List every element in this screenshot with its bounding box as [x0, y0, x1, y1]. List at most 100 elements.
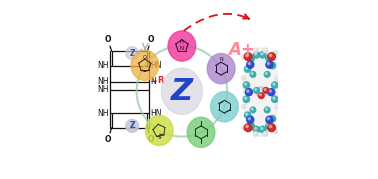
Circle shape [266, 123, 272, 129]
Circle shape [253, 126, 260, 133]
Circle shape [244, 53, 252, 61]
Circle shape [273, 97, 275, 99]
Circle shape [254, 132, 256, 134]
Circle shape [267, 56, 269, 58]
Circle shape [245, 66, 251, 72]
Circle shape [264, 89, 266, 90]
Circle shape [251, 108, 253, 110]
Text: HN: HN [150, 109, 161, 118]
Circle shape [248, 62, 250, 65]
Text: O: O [105, 35, 111, 44]
Circle shape [264, 107, 270, 113]
Circle shape [242, 104, 246, 108]
Circle shape [269, 62, 276, 69]
Circle shape [266, 61, 273, 68]
Text: O: O [148, 35, 155, 44]
Circle shape [242, 77, 243, 78]
Text: S: S [158, 136, 161, 141]
Circle shape [126, 120, 139, 132]
Circle shape [249, 124, 251, 126]
Circle shape [126, 47, 139, 59]
Circle shape [251, 72, 253, 74]
Circle shape [263, 48, 268, 53]
Circle shape [245, 89, 253, 96]
Circle shape [243, 96, 249, 102]
Circle shape [268, 89, 275, 96]
Circle shape [126, 120, 139, 132]
Circle shape [258, 89, 262, 92]
Text: O: O [143, 55, 147, 60]
Circle shape [247, 61, 254, 68]
Text: Z: Z [129, 121, 135, 130]
Circle shape [269, 90, 271, 92]
Circle shape [246, 113, 248, 115]
Circle shape [268, 53, 276, 61]
Circle shape [243, 126, 244, 128]
Circle shape [265, 108, 267, 110]
Circle shape [249, 56, 251, 58]
Circle shape [245, 112, 251, 118]
Ellipse shape [131, 50, 159, 80]
Circle shape [274, 52, 275, 53]
Circle shape [245, 97, 246, 99]
Circle shape [268, 124, 276, 132]
Ellipse shape [243, 48, 279, 137]
Text: H: H [180, 40, 184, 45]
Circle shape [261, 53, 263, 55]
Circle shape [242, 54, 246, 59]
Circle shape [243, 82, 249, 88]
Text: Z: Z [129, 121, 135, 130]
Circle shape [260, 94, 262, 96]
Text: Z: Z [129, 49, 135, 58]
Circle shape [266, 116, 273, 123]
Text: R: R [157, 76, 164, 86]
Circle shape [264, 49, 265, 50]
Circle shape [255, 89, 257, 90]
Circle shape [259, 93, 264, 99]
Circle shape [247, 116, 254, 123]
Text: N: N [219, 57, 223, 62]
Ellipse shape [161, 68, 202, 114]
Circle shape [269, 116, 276, 122]
Circle shape [244, 124, 252, 132]
Circle shape [263, 132, 268, 136]
Ellipse shape [211, 92, 238, 122]
Circle shape [256, 87, 266, 98]
Circle shape [250, 72, 256, 77]
Circle shape [242, 105, 243, 106]
Circle shape [260, 52, 266, 58]
Circle shape [248, 117, 250, 120]
Circle shape [254, 127, 257, 129]
Text: NH: NH [98, 85, 109, 94]
Circle shape [267, 62, 270, 65]
Circle shape [276, 77, 277, 78]
Circle shape [267, 124, 269, 126]
Text: NH: NH [98, 109, 109, 118]
Circle shape [245, 83, 246, 85]
Ellipse shape [168, 31, 196, 61]
Circle shape [246, 67, 248, 69]
Text: N: N [150, 77, 156, 86]
Circle shape [247, 90, 249, 92]
Text: HN: HN [150, 61, 161, 70]
Circle shape [248, 123, 254, 129]
Circle shape [243, 55, 244, 57]
Ellipse shape [146, 115, 173, 146]
Circle shape [273, 51, 277, 55]
Ellipse shape [207, 54, 235, 84]
Circle shape [269, 125, 272, 128]
Text: N: N [180, 46, 184, 51]
Circle shape [242, 125, 246, 130]
Text: Z: Z [171, 77, 193, 106]
Circle shape [250, 107, 256, 113]
Circle shape [248, 55, 254, 62]
Text: O: O [148, 135, 155, 144]
Ellipse shape [187, 117, 215, 147]
Circle shape [253, 48, 258, 53]
Circle shape [264, 132, 265, 134]
Text: A+: A+ [228, 41, 255, 59]
Circle shape [260, 126, 266, 133]
Circle shape [254, 88, 259, 93]
Circle shape [267, 117, 270, 120]
Circle shape [264, 72, 270, 77]
